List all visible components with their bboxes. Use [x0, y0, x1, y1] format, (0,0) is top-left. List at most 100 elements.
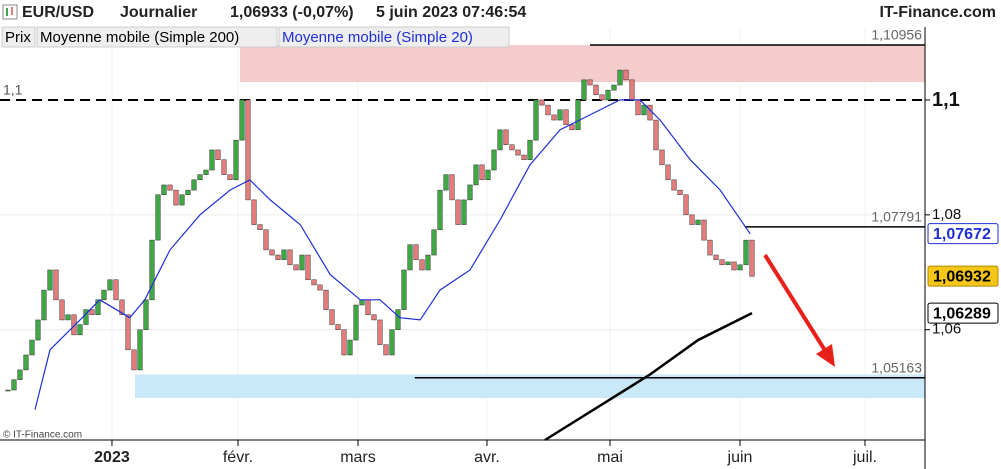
candle	[389, 329, 395, 356]
candle	[569, 124, 575, 131]
candle	[737, 264, 743, 271]
y-tick-label: 1,1	[932, 89, 960, 111]
candle	[563, 109, 569, 125]
candle	[683, 194, 689, 216]
candle	[113, 279, 119, 301]
candle	[257, 224, 263, 231]
candle	[161, 184, 167, 195]
trend-arrow	[763, 253, 828, 354]
candle	[167, 184, 173, 191]
symbol: EUR/USD	[22, 4, 94, 21]
candle	[605, 89, 611, 101]
source: IT-Finance.com	[880, 4, 996, 21]
candle	[299, 254, 305, 271]
candle	[545, 104, 551, 116]
candle	[419, 259, 425, 271]
candle	[479, 164, 485, 181]
candle	[101, 289, 107, 301]
candle	[617, 69, 623, 86]
x-tick-label: mai	[597, 449, 623, 466]
candle	[281, 249, 287, 260]
candle	[539, 99, 545, 106]
candle	[521, 154, 527, 160]
period: Journalier	[120, 4, 197, 21]
candle	[503, 129, 509, 146]
zone	[135, 374, 925, 399]
legend-entry: Moyenne mobile (Simple 200)	[40, 29, 239, 46]
candle	[149, 239, 155, 301]
candle	[191, 179, 197, 191]
legend-box	[36, 26, 278, 48]
candle	[455, 199, 461, 225]
candle	[497, 129, 503, 151]
candle	[287, 249, 293, 266]
candle	[227, 174, 233, 181]
candle	[359, 299, 365, 306]
candle	[533, 99, 539, 141]
candle	[131, 349, 137, 371]
candle	[347, 339, 353, 356]
timestamp: 5 juin 2023 07:46:54	[376, 4, 526, 21]
candle	[329, 309, 335, 325]
candle	[575, 99, 581, 131]
legend-entry: Moyenne mobile (Simple 20)	[282, 29, 473, 46]
candle	[701, 219, 707, 241]
candle	[155, 194, 161, 241]
candle	[443, 174, 449, 191]
ma-line	[544, 311, 753, 442]
candle	[335, 324, 341, 330]
candle	[467, 184, 473, 201]
candle	[173, 189, 179, 206]
candle	[317, 284, 323, 291]
level-label: 1,1	[3, 82, 23, 98]
candle	[233, 139, 239, 181]
watermark: © IT-Finance.com	[3, 430, 82, 441]
candle	[221, 159, 227, 175]
ma-line	[34, 99, 751, 410]
candle	[119, 299, 125, 316]
candle	[215, 149, 221, 160]
candle	[641, 104, 647, 116]
candle	[365, 299, 371, 316]
candle	[29, 339, 35, 356]
candle	[527, 139, 533, 160]
x-tick-label: févr.	[223, 449, 253, 466]
candle	[743, 239, 749, 266]
x-tick-label: juin	[727, 449, 753, 466]
candle	[377, 319, 383, 345]
candle	[383, 344, 389, 356]
candle	[695, 219, 701, 225]
candle	[83, 309, 89, 325]
price-label: 1,06932	[933, 268, 991, 285]
candle	[635, 99, 641, 116]
candle	[59, 299, 65, 321]
candle	[245, 99, 251, 201]
y-tick-label: 1,08	[932, 206, 961, 223]
level-label: 1,05163	[871, 359, 922, 375]
candle	[23, 354, 29, 371]
level-label: 1,10956	[871, 27, 922, 43]
candle	[629, 79, 635, 101]
quote: 1,06933 (-0,07%)	[230, 4, 354, 21]
candle	[71, 314, 77, 336]
candle	[179, 194, 185, 206]
candle	[263, 229, 269, 251]
candle	[665, 164, 671, 181]
candle	[323, 289, 329, 310]
candle	[437, 189, 443, 231]
legend-box	[1, 26, 36, 48]
candle	[689, 214, 695, 225]
candle	[647, 104, 653, 121]
candle	[413, 244, 419, 260]
candle	[719, 259, 725, 266]
candle	[407, 244, 413, 271]
candle	[593, 84, 599, 96]
price-label-box	[927, 265, 999, 287]
candle	[137, 329, 143, 371]
candle	[731, 261, 737, 271]
candle	[197, 174, 203, 181]
legend-entry: Prix	[5, 29, 31, 46]
candle	[95, 299, 101, 316]
candle	[239, 99, 245, 141]
